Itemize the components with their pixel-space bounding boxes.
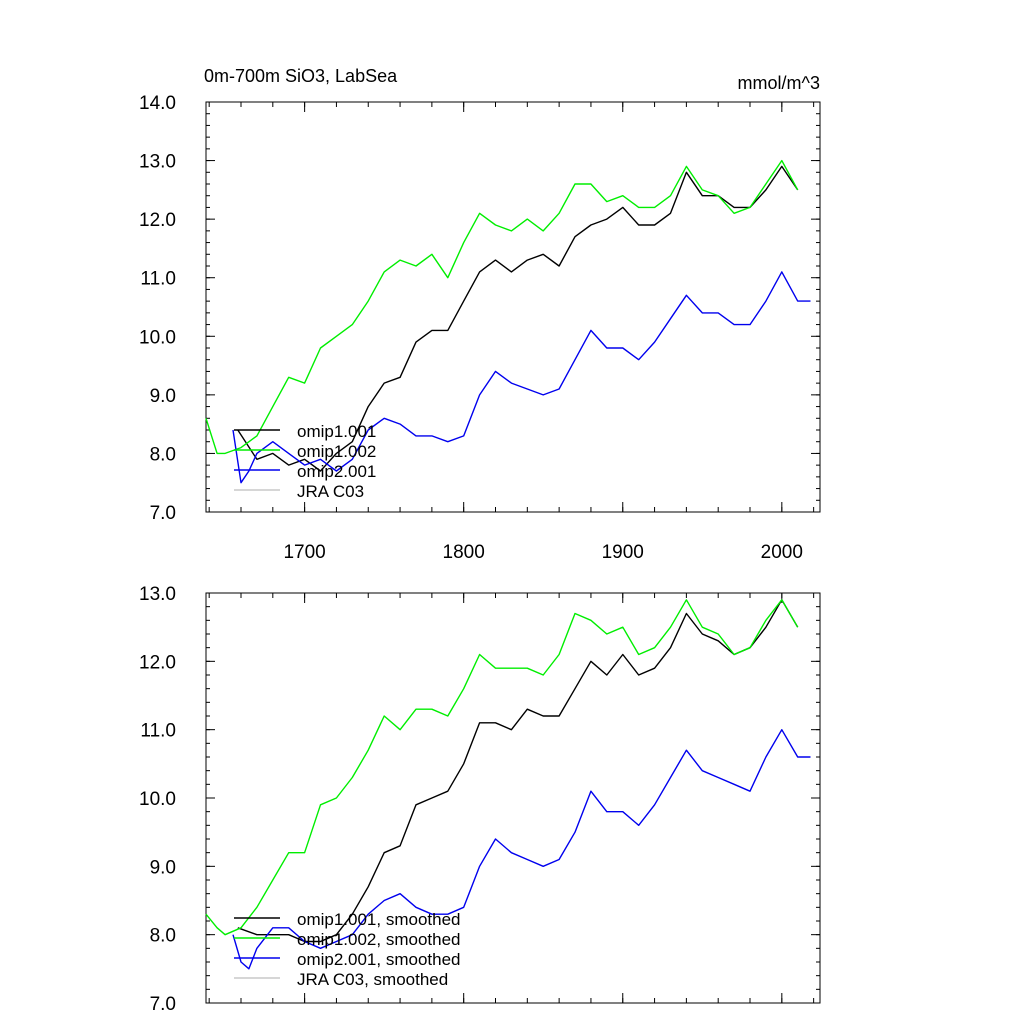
y-tick-label: 10.0 xyxy=(139,789,176,810)
x-tick-label: 1700 xyxy=(283,542,325,563)
y-tick-label: 8.0 xyxy=(150,444,176,465)
x-tick-label: 1800 xyxy=(443,542,485,563)
legend-label: JRA C03, smoothed xyxy=(297,970,448,989)
series-line-2 xyxy=(232,729,811,970)
legend-label: JRA C03 xyxy=(297,482,364,501)
legend-label: omip1.001, smoothed xyxy=(297,910,461,929)
legend-label: omip2.001, smoothed xyxy=(297,950,461,969)
top-panel: 7.0 8.0 9.0 10.0 11.0 12.0 13.0 14.0 1700 1800 190… xyxy=(139,66,821,563)
legend-label: omip1.002, smoothed xyxy=(297,930,461,949)
y-tick-label: 14.0 xyxy=(139,93,176,114)
legend-label: omip2.001 xyxy=(297,462,376,481)
plot-frame xyxy=(205,101,821,513)
y-tick-label: 7.0 xyxy=(150,994,176,1015)
series-line-1 xyxy=(205,599,799,936)
series-line-1 xyxy=(205,159,799,455)
x-tick-label: 1900 xyxy=(602,542,644,563)
legend-label: omip1.002 xyxy=(297,442,376,461)
y-tick-label: 9.0 xyxy=(150,857,176,878)
chart-title: 0m-700m SiO3, LabSea xyxy=(204,66,398,86)
y-tick-label: 11.0 xyxy=(140,721,176,742)
bottom-panel: 7.0 8.0 9.0 10.0 11.0 12.0 13.0 omip1.001, smoo… xyxy=(139,584,821,1015)
series-line-0 xyxy=(237,599,799,943)
series-line-0 xyxy=(237,165,799,472)
y-tick-label: 8.0 xyxy=(150,926,176,947)
y-tick-label: 13.0 xyxy=(139,584,176,605)
y-tick-label: 9.0 xyxy=(150,386,176,407)
y-tick-label: 7.0 xyxy=(150,503,176,524)
x-tick-label: 2000 xyxy=(761,542,803,563)
series-line-2 xyxy=(232,271,811,484)
y-tick-label: 12.0 xyxy=(139,210,176,231)
y-tick-label: 11.0 xyxy=(140,269,176,290)
y-tick-label: 13.0 xyxy=(139,152,176,173)
y-tick-label: 12.0 xyxy=(139,652,176,673)
y-tick-label: 10.0 xyxy=(139,327,176,348)
legend-label: omip1.001 xyxy=(297,422,376,441)
units-label: mmol/m^3 xyxy=(738,73,820,93)
